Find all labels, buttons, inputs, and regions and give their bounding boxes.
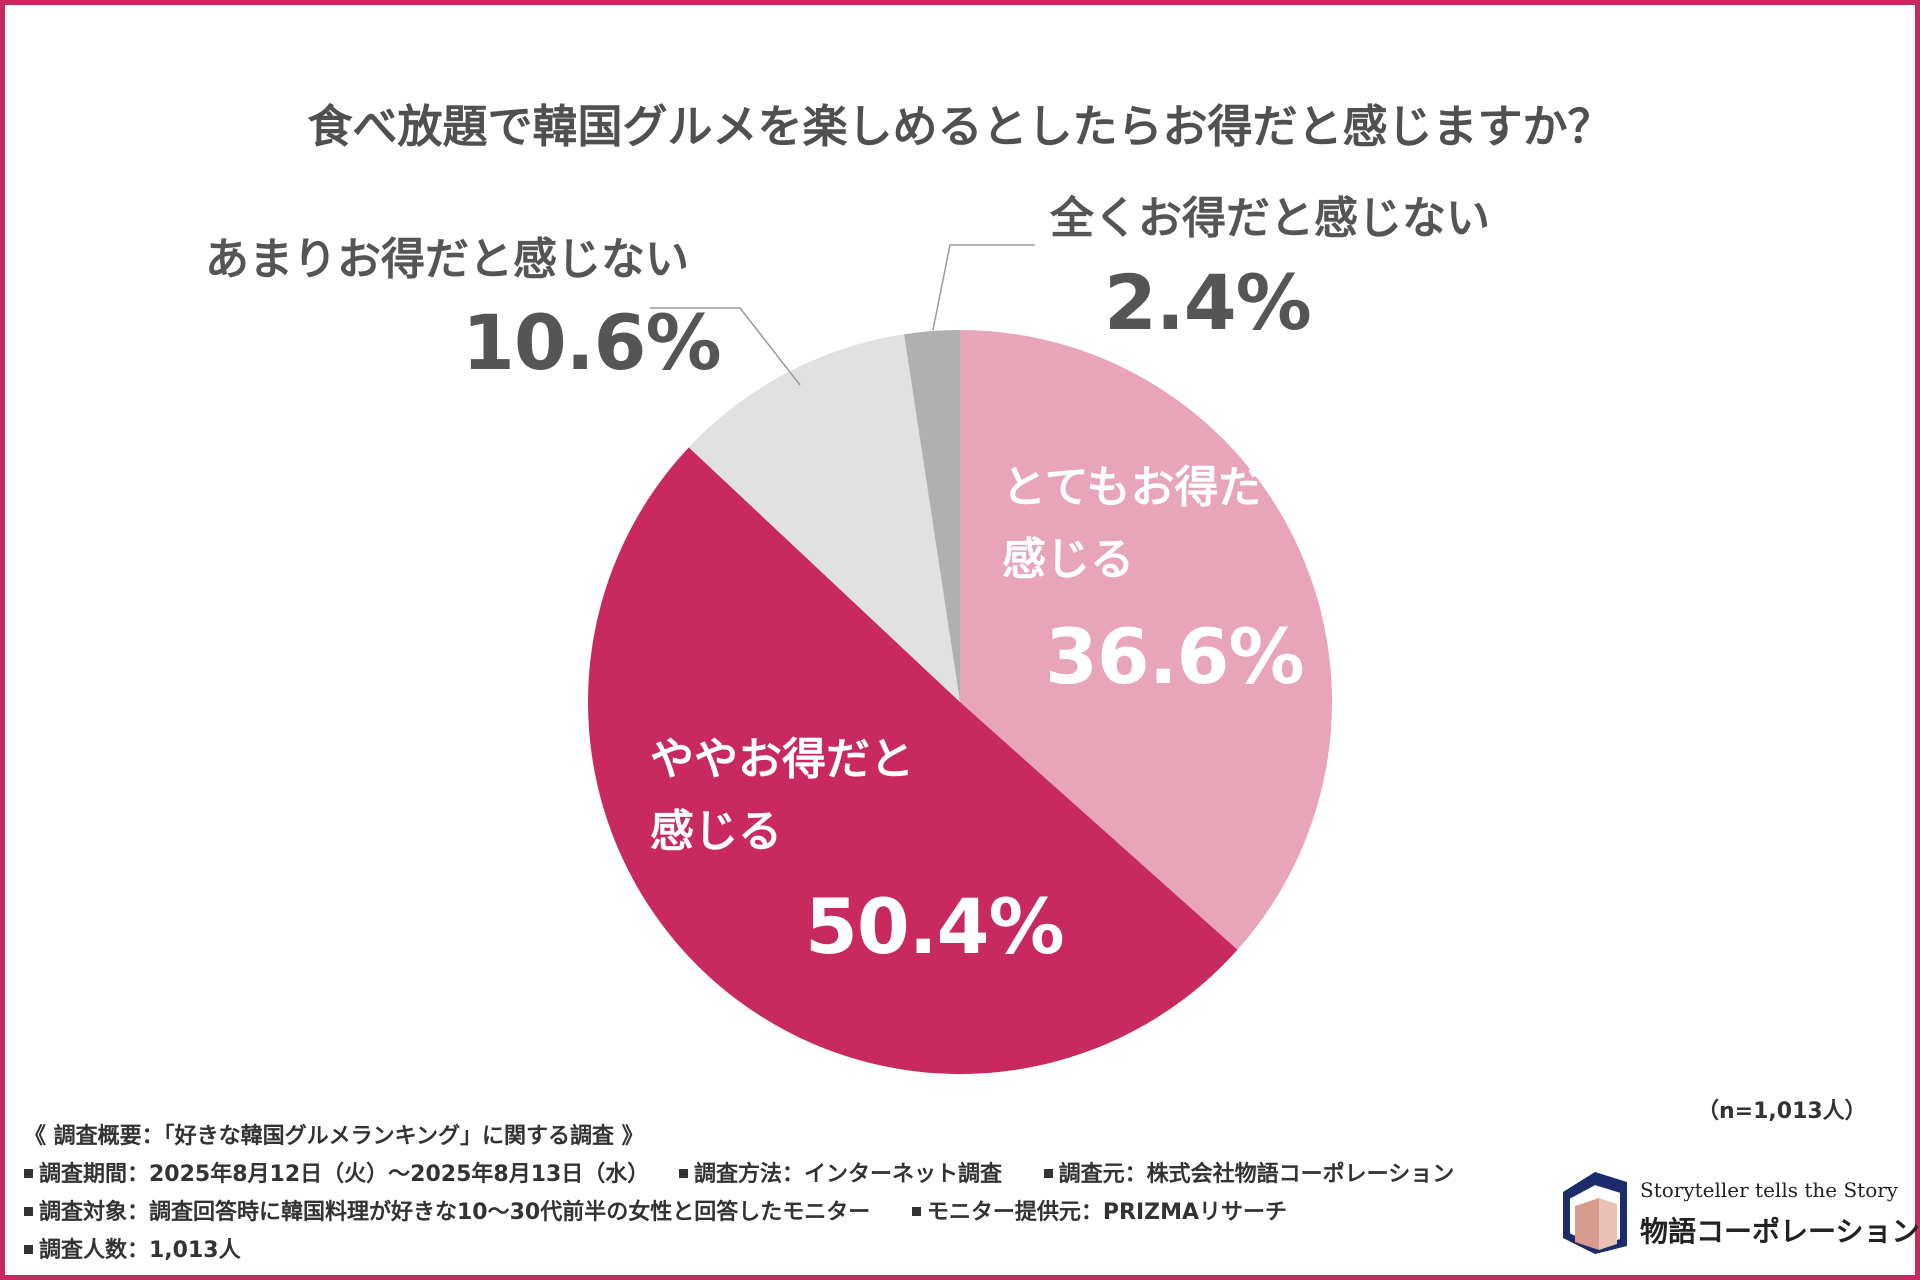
survey-method: 調査方法：インターネット調査	[693, 1162, 1002, 1187]
slice-label-very-line1: とてもお得だと	[1002, 462, 1307, 513]
survey-target: 調査対象：調査回答時に韓国料理が好きな10～30代前半の女性と回答したモニター	[39, 1200, 871, 1225]
slice-label-very: とてもお得だと 感じる	[1002, 452, 1306, 596]
bullet-square-icon	[1043, 1168, 1053, 1178]
chart-title: 食べ放題で韓国グルメを楽しめるとしたらお得だと感じますか？	[307, 100, 1613, 153]
survey-row-2: 調査対象：調査回答時に韓国料理が好きな10～30代前半の女性と回答したモニター …	[24, 1194, 1454, 1232]
pie-slice-somewhat	[587, 447, 1238, 1075]
survey-row-3: 調査人数：1,013人	[24, 1232, 1454, 1270]
slice-label-very-line2: 感じる	[1002, 534, 1134, 585]
survey-source: 調査元：株式会社物語コーポレーション	[1058, 1162, 1455, 1187]
slice-label-somewhat-line1: ややお得だと	[650, 734, 914, 785]
survey-period: 調査期間：2025年8月12日（火）～2025年8月13日（水）	[39, 1162, 650, 1187]
slice-label-not-at-all: 全くお得だと感じない	[1050, 193, 1490, 244]
slice-value-very: 36.6%	[1045, 612, 1305, 701]
survey-provider: モニター提供元：PRIZMAリサーチ	[926, 1200, 1288, 1225]
pie-slice-somewhat-not	[688, 334, 960, 702]
slice-label-somewhat-line2: 感じる	[650, 806, 782, 857]
leader-line-somewhat-not	[650, 307, 801, 386]
survey-heading: 《 調査概要：「好きな韓国グルメランキング」に関する調査 》	[24, 1124, 644, 1149]
slice-value-not-at-all: 2.4%	[1104, 258, 1312, 347]
slice-value-somewhat: 50.4%	[805, 882, 1065, 971]
company-logo: Storyteller tells the Story 物語コーポレーション	[1555, 1150, 1919, 1260]
sample-size-note: （n=1,013人）	[1697, 1099, 1867, 1124]
slice-label-somewhat: ややお得だと 感じる	[650, 724, 914, 868]
logo-company-name: 物語コーポレーション	[1640, 1215, 1920, 1248]
pie-slice-not-at-all	[904, 330, 960, 702]
bullet-square-icon	[24, 1168, 33, 1178]
bullet-square-icon	[24, 1206, 33, 1216]
book-logo-icon	[1563, 1172, 1627, 1254]
bullet-square-icon	[24, 1244, 33, 1254]
leader-line-not-at-all	[932, 244, 1035, 331]
bullet-square-icon	[911, 1206, 921, 1216]
logo-tagline: Storyteller tells the Story	[1640, 1178, 1899, 1202]
survey-count: 調査人数：1,013人	[39, 1238, 241, 1263]
slice-label-somewhat-not: あまりお得だと感じない	[205, 234, 689, 285]
slice-value-somewhat-not: 10.6%	[462, 298, 722, 387]
survey-row-1: 調査期間：2025年8月12日（火）～2025年8月13日（水） 調査方法：イン…	[24, 1156, 1454, 1194]
pie-slice-very	[960, 330, 1332, 950]
survey-overview: 《 調査概要：「好きな韓国グルメランキング」に関する調査 》 調査期間：2025…	[24, 1118, 1454, 1270]
bullet-square-icon	[678, 1168, 688, 1178]
